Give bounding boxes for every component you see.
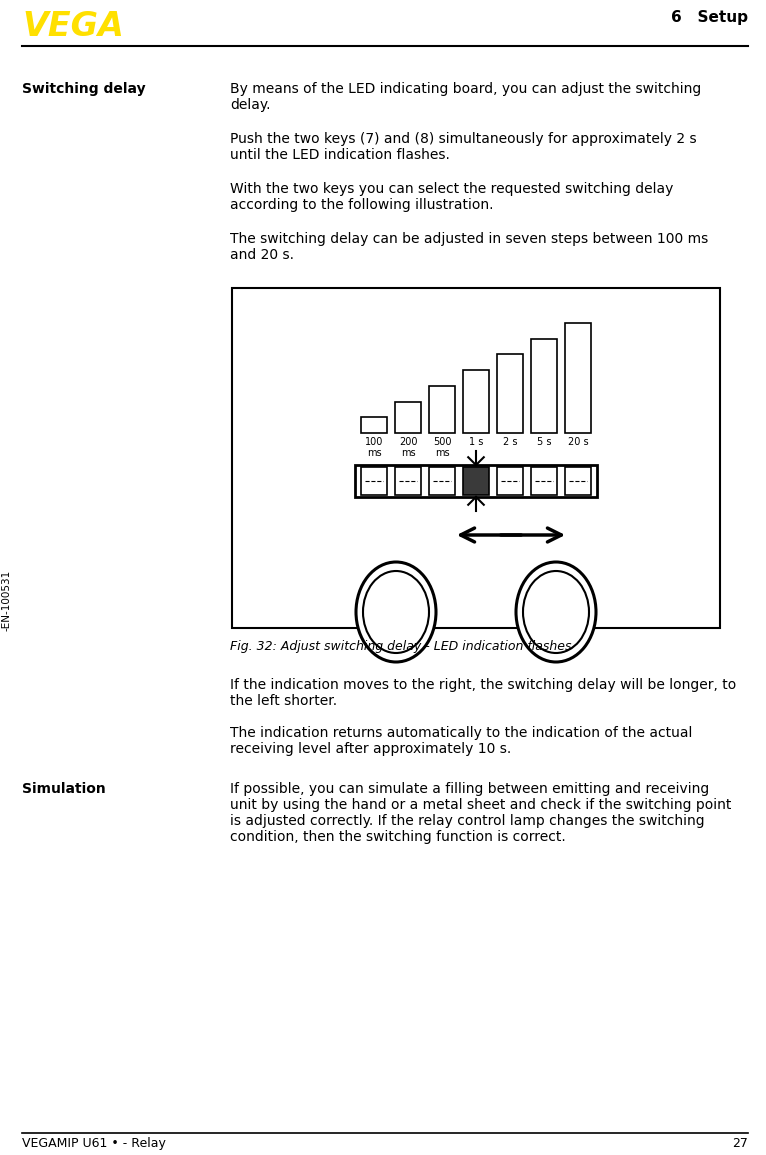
Bar <box>361 467 387 495</box>
Bar <box>361 417 387 433</box>
Text: By means of the LED indicating board, you can adjust the switching: By means of the LED indicating board, yo… <box>230 82 701 96</box>
Text: If possible, you can simulate a filling between emitting and receiving: If possible, you can simulate a filling … <box>230 782 709 796</box>
Text: and 20 s.: and 20 s. <box>230 248 294 262</box>
Ellipse shape <box>523 571 589 653</box>
Bar <box>463 467 489 495</box>
Ellipse shape <box>356 562 436 662</box>
Text: ms: ms <box>367 448 381 459</box>
Text: 27: 27 <box>732 1137 748 1150</box>
Text: -EN-100531: -EN-100531 <box>2 569 12 631</box>
Bar <box>497 467 523 495</box>
Text: until the LED indication flashes.: until the LED indication flashes. <box>230 148 450 162</box>
Text: Switching delay: Switching delay <box>22 82 146 96</box>
Text: unit by using the hand or a metal sheet and check if the switching point: unit by using the hand or a metal sheet … <box>230 798 732 812</box>
Text: The switching delay can be adjusted in seven steps between 100 ms: The switching delay can be adjusted in s… <box>230 232 709 246</box>
Text: 100: 100 <box>365 437 383 447</box>
Text: 1 s: 1 s <box>469 437 483 447</box>
Text: receiving level after approximately 10 s.: receiving level after approximately 10 s… <box>230 742 511 757</box>
Text: 6   Setup: 6 Setup <box>671 10 748 25</box>
Text: ms: ms <box>401 448 415 459</box>
Text: condition, then the switching function is correct.: condition, then the switching function i… <box>230 830 566 844</box>
Text: 20 s: 20 s <box>568 437 588 447</box>
Text: VEGA: VEGA <box>22 10 124 43</box>
Bar <box>531 467 557 495</box>
Text: according to the following illustration.: according to the following illustration. <box>230 198 493 213</box>
Text: Push the two keys (7) and (8) simultaneously for approximately 2 s: Push the two keys (7) and (8) simultaneo… <box>230 132 696 146</box>
Bar <box>531 338 557 433</box>
Text: ms: ms <box>434 448 450 459</box>
Bar <box>355 465 597 497</box>
Bar <box>395 402 421 433</box>
Text: Fig. 32: Adjust switching delay - LED indication flashes: Fig. 32: Adjust switching delay - LED in… <box>230 640 571 653</box>
Bar <box>232 288 720 628</box>
Ellipse shape <box>516 562 596 662</box>
Text: If the indication moves to the right, the switching delay will be longer, to: If the indication moves to the right, th… <box>230 678 736 692</box>
Text: 500: 500 <box>433 437 451 447</box>
Text: delay.: delay. <box>230 98 270 112</box>
Text: 200: 200 <box>399 437 417 447</box>
Ellipse shape <box>363 571 429 653</box>
Text: is adjusted correctly. If the relay control lamp changes the switching: is adjusted correctly. If the relay cont… <box>230 814 705 828</box>
Bar <box>429 467 455 495</box>
Bar <box>565 467 591 495</box>
Text: 2 s: 2 s <box>502 437 517 447</box>
Text: Simulation: Simulation <box>22 782 106 796</box>
Text: VEGAMIP U61 • - Relay: VEGAMIP U61 • - Relay <box>22 1137 166 1150</box>
Text: 5 s: 5 s <box>537 437 552 447</box>
Bar <box>429 386 455 433</box>
Bar <box>565 323 591 433</box>
Text: The indication returns automatically to the indication of the actual: The indication returns automatically to … <box>230 726 692 740</box>
Text: the left shorter.: the left shorter. <box>230 694 337 708</box>
Bar <box>497 355 523 433</box>
Bar <box>395 467 421 495</box>
Bar <box>463 370 489 433</box>
Text: With the two keys you can select the requested switching delay: With the two keys you can select the req… <box>230 182 673 196</box>
